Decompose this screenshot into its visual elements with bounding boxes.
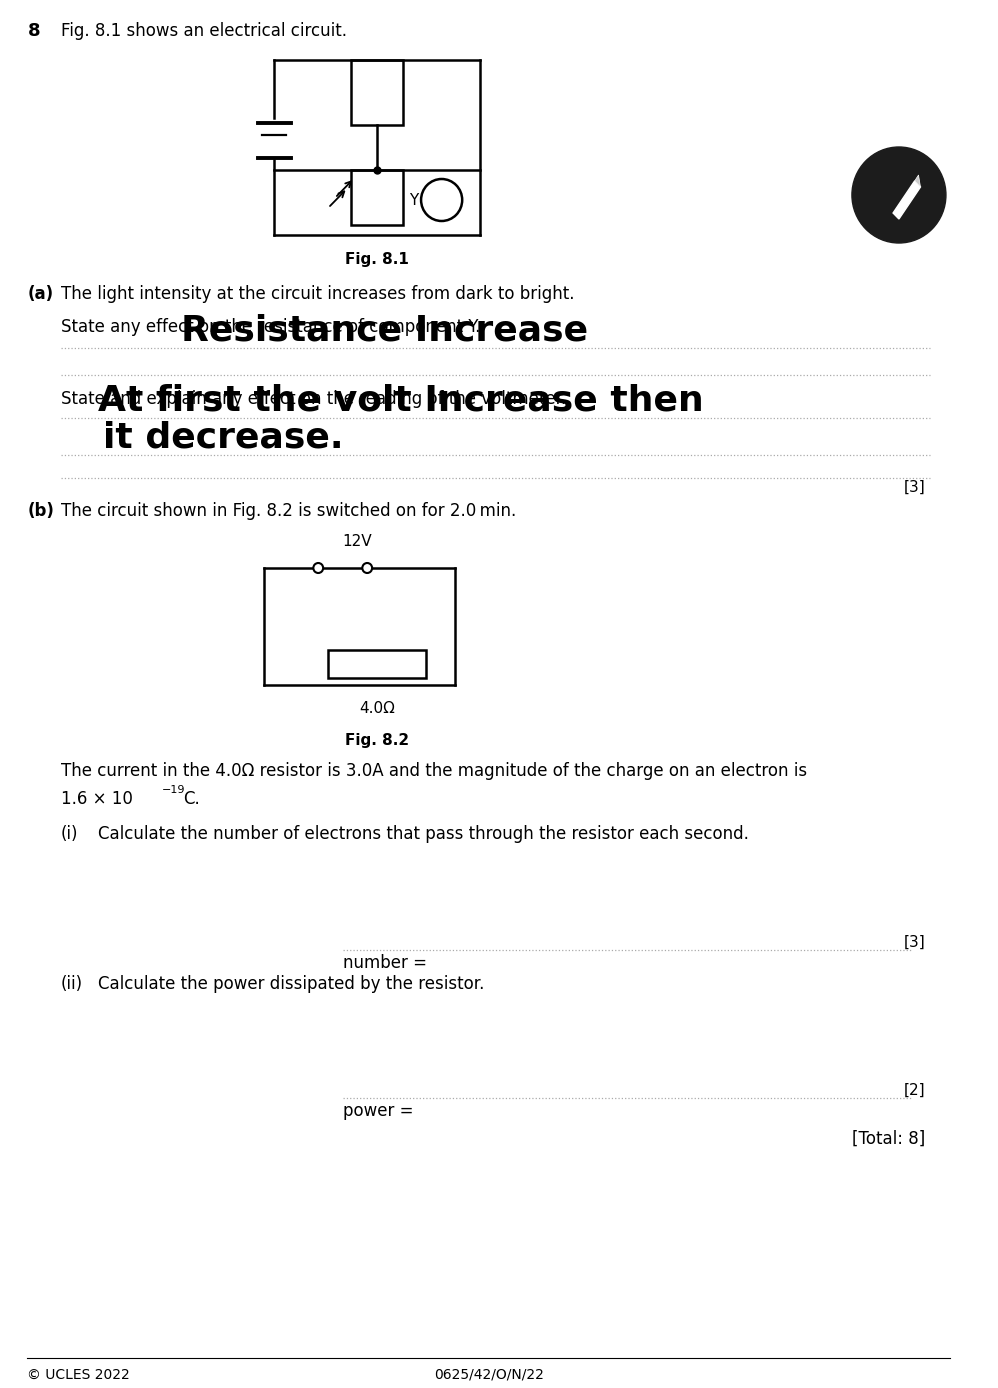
Text: 8: 8 <box>27 22 40 40</box>
Text: 1.6 × 10: 1.6 × 10 <box>61 790 133 808</box>
Text: (i): (i) <box>61 824 78 843</box>
Text: At first the volt Increase then: At first the volt Increase then <box>98 383 704 416</box>
Text: it decrease.: it decrease. <box>103 421 343 454</box>
Text: State and explain any effect on the reading of the voltmeter.: State and explain any effect on the read… <box>61 390 566 408</box>
Bar <box>328 650 426 677</box>
Text: 4.0Ω: 4.0Ω <box>359 701 395 716</box>
Text: Fig. 8.2: Fig. 8.2 <box>345 733 409 748</box>
Text: [3]: [3] <box>903 936 925 949</box>
Text: [3]: [3] <box>903 480 925 496</box>
Text: (b): (b) <box>27 502 54 520</box>
Text: [Total: 8]: [Total: 8] <box>852 1130 925 1148</box>
Circle shape <box>852 147 946 243</box>
Text: −19: −19 <box>162 786 185 795</box>
Text: 12V: 12V <box>342 534 372 550</box>
Bar <box>350 60 403 125</box>
Text: Y: Y <box>409 193 418 207</box>
Text: Fig. 8.1 shows an electrical circuit.: Fig. 8.1 shows an electrical circuit. <box>61 22 346 40</box>
Text: Calculate the power dissipated by the resistor.: Calculate the power dissipated by the re… <box>98 974 484 992</box>
Text: (a): (a) <box>27 285 54 303</box>
Text: number =: number = <box>342 954 432 972</box>
Text: Resistance Increase: Resistance Increase <box>182 314 588 347</box>
Circle shape <box>313 564 323 573</box>
Text: The circuit shown in Fig. 8.2 is switched on for 2.0 min.: The circuit shown in Fig. 8.2 is switche… <box>61 502 516 520</box>
Circle shape <box>362 564 372 573</box>
Text: V: V <box>436 193 447 207</box>
Circle shape <box>421 179 462 221</box>
Text: power =: power = <box>342 1102 418 1120</box>
Text: Calculate the number of electrons that pass through the resistor each second.: Calculate the number of electrons that p… <box>98 824 748 843</box>
Text: Fig. 8.1: Fig. 8.1 <box>345 253 409 266</box>
Polygon shape <box>914 175 920 187</box>
Text: [2]: [2] <box>904 1083 925 1098</box>
Text: C.: C. <box>183 790 200 808</box>
Text: 0625/42/O/N/22: 0625/42/O/N/22 <box>434 1369 544 1382</box>
Text: State any effect on the resistance of component Y.: State any effect on the resistance of co… <box>61 318 480 336</box>
Text: The light intensity at the circuit increases from dark to bright.: The light intensity at the circuit incre… <box>61 285 574 303</box>
Text: (ii): (ii) <box>61 974 83 992</box>
Text: The current in the 4.0Ω resistor is 3.0A and the magnitude of the charge on an e: The current in the 4.0Ω resistor is 3.0A… <box>61 762 806 780</box>
Text: © UCLES 2022: © UCLES 2022 <box>27 1369 130 1382</box>
Polygon shape <box>893 180 920 219</box>
Bar <box>350 169 403 225</box>
